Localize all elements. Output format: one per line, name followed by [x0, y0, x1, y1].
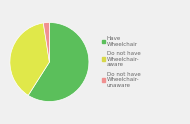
Wedge shape [43, 22, 49, 62]
Legend: Have
Wheelchair, Do not have
Wheelchair-
aware, Do not have
Wheelchair-
unaware: Have Wheelchair, Do not have Wheelchair-… [102, 36, 140, 88]
Wedge shape [10, 23, 49, 95]
Wedge shape [28, 22, 89, 102]
